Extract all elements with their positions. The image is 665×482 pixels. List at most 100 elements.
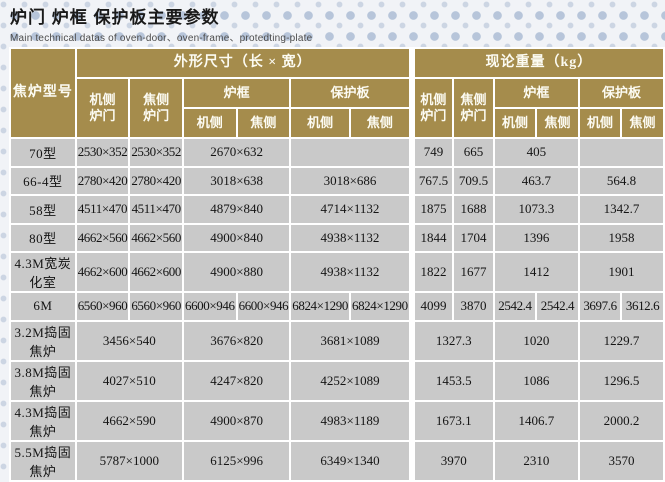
weight-cell: 2542.4 bbox=[535, 291, 580, 322]
dimension-cell: 2530×352 bbox=[74, 137, 131, 168]
weight-cell bbox=[577, 137, 665, 168]
dimension-cell: 3018×638 bbox=[181, 165, 292, 196]
model-cell: 70型 bbox=[9, 137, 77, 168]
weight-cell: 1229.7 bbox=[577, 319, 665, 362]
dimension-cell: 3456×540 bbox=[74, 319, 184, 362]
weight-cell: 1327.3 bbox=[410, 319, 495, 362]
dimension-cell: 4662×600 bbox=[74, 251, 131, 293]
weight-cell: 1822 bbox=[410, 251, 455, 293]
table-row: 70型 2530×352 2530×352 2670×632 749 665 405 bbox=[9, 137, 665, 168]
dimension-cell: 3681×1089 bbox=[289, 319, 415, 362]
model-cell: 3.8M捣固焦炉 bbox=[9, 359, 77, 402]
model-cell: 66-4型 bbox=[9, 165, 77, 196]
dimension-cell: 5787×1000 bbox=[74, 439, 184, 482]
dimension-cell: 4252×1089 bbox=[289, 359, 415, 402]
dimension-cell: 4983×1189 bbox=[289, 399, 415, 442]
dimension-cell: 6600×946 bbox=[181, 291, 238, 322]
weight-cell: 4099 bbox=[410, 291, 455, 322]
weight-cell: 1844 bbox=[410, 222, 455, 253]
page-title: 炉门 炉框 保护板主要参数 bbox=[10, 8, 220, 27]
table-row: 5.5M捣固焦炉 5787×1000 6125×996 6349×1340 3970 23… bbox=[9, 439, 665, 482]
weight-cell: 3612.6 bbox=[620, 291, 665, 322]
dimension-cell: 4662×590 bbox=[74, 399, 184, 442]
table-row: 4.3M捣固焦炉 4662×590 4900×870 4983×1189 1673.1 1… bbox=[9, 399, 665, 442]
dimension-cell: 4714×1132 bbox=[289, 194, 415, 225]
table-row: 66-4型 2780×420 2780×420 3018×638 3018×686 767… bbox=[9, 165, 665, 196]
dimension-cell: 4247×820 bbox=[181, 359, 292, 402]
weight-cell: 3570 bbox=[577, 439, 665, 482]
dimension-cell: 6560×960 bbox=[128, 291, 184, 322]
dimension-cell: 6600×946 bbox=[235, 291, 292, 322]
dimension-cell: 4938×1132 bbox=[289, 251, 415, 293]
model-cell: 4.3M宽炭化室 bbox=[9, 251, 77, 293]
weight-cell: 3870 bbox=[452, 291, 495, 322]
weight-cell: 1673.1 bbox=[410, 399, 495, 442]
dimension-cell: 4662×600 bbox=[128, 251, 184, 293]
weight-cell: 749 bbox=[410, 137, 455, 168]
weight-cell: 2000.2 bbox=[577, 399, 665, 442]
col-header-coke-side: 焦侧 bbox=[535, 107, 580, 139]
model-cell: 6M bbox=[9, 291, 77, 322]
weight-cell: 1958 bbox=[577, 222, 665, 253]
model-cell: 4.3M捣固焦炉 bbox=[9, 399, 77, 442]
dimension-cell: 6824×1290 bbox=[289, 291, 351, 322]
col-header-model: 焦炉型号 bbox=[9, 47, 77, 139]
table-row: 80型 4662×560 4662×560 4900×840 4938×1132 1844… bbox=[9, 222, 665, 253]
weight-cell: 405 bbox=[492, 137, 580, 168]
col-header-frame: 炉框 bbox=[181, 77, 292, 109]
dimension-cell: 2530×352 bbox=[128, 137, 184, 168]
weight-cell: 1296.5 bbox=[577, 359, 665, 402]
col-header-coke-door: 焦侧 炉门 bbox=[452, 77, 495, 139]
table-row: 6M 6560×960 6560×960 6600×946 6600×946 6824×1… bbox=[9, 291, 665, 322]
weight-cell: 1412 bbox=[492, 251, 580, 293]
dimension-cell: 6349×1340 bbox=[289, 439, 415, 482]
col-header-coke-side: 焦侧 bbox=[348, 107, 415, 139]
table-row: 3.8M捣固焦炉 4027×510 4247×820 4252×1089 1453.5 1… bbox=[9, 359, 665, 402]
dimension-cell bbox=[289, 137, 415, 168]
col-group-dimensions: 外形尺寸（长 × 宽） bbox=[74, 47, 415, 79]
col-header-machine-side: 机侧 bbox=[492, 107, 538, 139]
title-block: 炉门 炉框 保护板主要参数 Main technical datas of ov… bbox=[10, 3, 312, 44]
weight-cell: 1342.7 bbox=[577, 194, 665, 225]
col-header-machine-side: 机侧 bbox=[289, 107, 351, 139]
model-cell: 58型 bbox=[9, 194, 77, 225]
weight-cell: 1677 bbox=[452, 251, 495, 293]
dimension-cell: 2780×420 bbox=[128, 165, 184, 196]
table-row: 4.3M宽炭化室 4662×600 4662×600 4900×880 4938×113… bbox=[9, 251, 665, 293]
col-header-plate: 保护板 bbox=[289, 77, 415, 109]
col-header-coke-side: 焦侧 bbox=[620, 107, 665, 139]
parameters-table: 焦炉型号 外形尺寸（长 × 宽） 现论重量（kg） 机侧 炉门 焦侧 炉门 炉框 保护板 机侧… bbox=[9, 47, 665, 482]
weight-cell: 665 bbox=[452, 137, 495, 168]
weight-cell: 1875 bbox=[410, 194, 455, 225]
weight-cell: 1453.5 bbox=[410, 359, 495, 402]
dimension-cell: 2780×420 bbox=[74, 165, 131, 196]
dimension-cell: 6560×960 bbox=[74, 291, 131, 322]
model-cell: 3.2M捣固焦炉 bbox=[9, 319, 77, 362]
weight-cell: 3697.6 bbox=[577, 291, 623, 322]
dimension-cell: 3676×820 bbox=[181, 319, 292, 362]
table-row: 58型 4511×470 4511×470 4879×840 4714×1132 1875… bbox=[9, 194, 665, 225]
model-cell: 5.5M捣固焦炉 bbox=[9, 439, 77, 482]
col-header-machine-side: 机侧 bbox=[577, 107, 623, 139]
weight-cell: 1073.3 bbox=[492, 194, 580, 225]
weight-cell: 1406.7 bbox=[492, 399, 580, 442]
weight-cell: 2310 bbox=[492, 439, 580, 482]
table-head: 焦炉型号 外形尺寸（长 × 宽） 现论重量（kg） 机侧 炉门 焦侧 炉门 炉框 保护板 机侧… bbox=[9, 47, 665, 139]
col-group-weight: 现论重量（kg） bbox=[410, 47, 665, 79]
dimension-cell: 4938×1132 bbox=[289, 222, 415, 253]
dimension-cell: 4900×870 bbox=[181, 399, 292, 442]
weight-cell: 767.5 bbox=[410, 165, 455, 196]
col-header-coke-side: 焦侧 bbox=[235, 107, 292, 139]
dimension-cell: 4027×510 bbox=[74, 359, 184, 402]
dimension-cell: 4879×840 bbox=[181, 194, 292, 225]
weight-cell: 1688 bbox=[452, 194, 495, 225]
dimension-cell: 4511×470 bbox=[128, 194, 184, 225]
weight-cell: 1086 bbox=[492, 359, 580, 402]
col-header-machine-side: 机侧 bbox=[181, 107, 238, 139]
dimension-cell: 2670×632 bbox=[181, 137, 292, 168]
dimension-cell: 4511×470 bbox=[74, 194, 131, 225]
dimension-cell: 4900×840 bbox=[181, 222, 292, 253]
table-row: 3.2M捣固焦炉 3456×540 3676×820 3681×1089 1327.3 1… bbox=[9, 319, 665, 362]
weight-cell: 2542.4 bbox=[492, 291, 538, 322]
weight-cell: 3970 bbox=[410, 439, 495, 482]
